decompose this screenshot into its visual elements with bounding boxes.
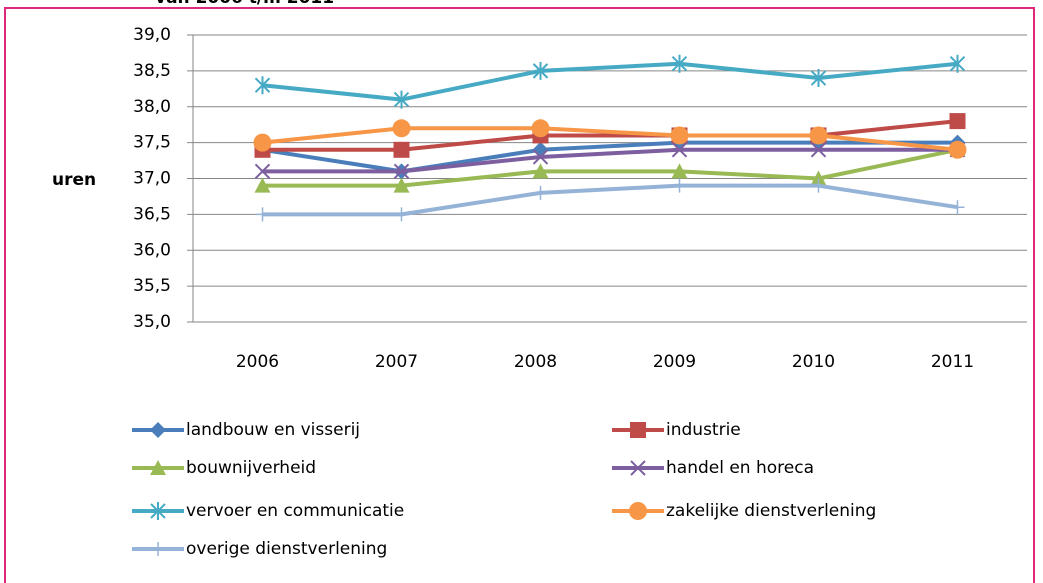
series-line: [262, 147, 958, 174]
data-point: [393, 90, 410, 109]
y-tick-label: 38,0: [133, 97, 171, 117]
x-tick-label: 2006: [236, 352, 279, 372]
data-point: [810, 142, 827, 158]
series-line: [262, 61, 958, 102]
y-tick-label: 35,5: [133, 276, 171, 296]
data-point: [532, 61, 549, 80]
data-point: [811, 178, 826, 193]
y-tick-label: 37,5: [133, 133, 171, 153]
series-line: [262, 183, 958, 217]
data-point: [533, 185, 548, 200]
data-point: [532, 163, 549, 179]
legend-label: handel en horeca: [666, 458, 814, 478]
x-tick-label: 2010: [792, 352, 835, 372]
data-point: [393, 163, 410, 180]
x-tick-label: 2008: [514, 352, 557, 372]
series-line: [262, 147, 958, 188]
data-point: [671, 163, 688, 179]
data-point: [949, 54, 966, 73]
series-line: [262, 126, 958, 152]
data-point: [253, 133, 272, 152]
legend-label: overige dienstverlening: [186, 539, 387, 559]
legend-label: zakelijke dienstverlening: [666, 501, 876, 521]
y-tick-label: 35,0: [133, 312, 171, 332]
data-point: [949, 113, 966, 130]
data-point: [393, 177, 410, 193]
data-point: [809, 126, 828, 145]
x-tick-label: 2007: [375, 352, 418, 372]
legend-marker: [150, 460, 166, 475]
data-point: [394, 207, 409, 222]
y-tick-label: 36,0: [133, 240, 171, 260]
y-tick-label: 36,5: [133, 204, 171, 224]
data-point: [254, 177, 271, 193]
data-point: [254, 163, 271, 180]
legend-label: bouwnijverheid: [186, 458, 316, 478]
y-tick-label: 39,0: [133, 25, 171, 45]
legend-label: industrie: [666, 420, 741, 440]
legend-marker: [150, 502, 166, 520]
legend-marker: [629, 502, 647, 520]
x-tick-label: 2011: [931, 352, 974, 372]
data-point: [254, 76, 271, 95]
legend-label: landbouw en visserij: [186, 420, 360, 440]
data-point: [670, 126, 689, 145]
data-point: [531, 119, 550, 138]
legend-marker: [630, 460, 646, 476]
legend-marker: [150, 422, 166, 438]
chart-title: van 2006 t/m 2011: [155, 0, 334, 8]
data-point: [810, 69, 827, 88]
legend-marker: [630, 422, 646, 438]
y-tick-label: 37,0: [133, 169, 171, 189]
data-point: [392, 119, 411, 138]
data-point: [671, 54, 688, 73]
series-line: [262, 140, 958, 174]
legend-label: vervoer en communicatie: [186, 501, 404, 521]
x-tick-label: 2009: [653, 352, 696, 372]
frame: [4, 7, 1035, 583]
data-point: [671, 142, 688, 158]
data-point: [950, 200, 965, 215]
series-line: [262, 119, 958, 152]
data-point: [255, 207, 270, 222]
data-point: [393, 141, 410, 158]
data-point: [532, 149, 549, 165]
data-point: [948, 140, 967, 159]
y-axis-label: uren: [52, 170, 96, 190]
y-tick-label: 38,5: [133, 61, 171, 81]
data-point: [672, 178, 687, 193]
data-point: [810, 170, 827, 186]
legend-marker: [151, 542, 165, 556]
